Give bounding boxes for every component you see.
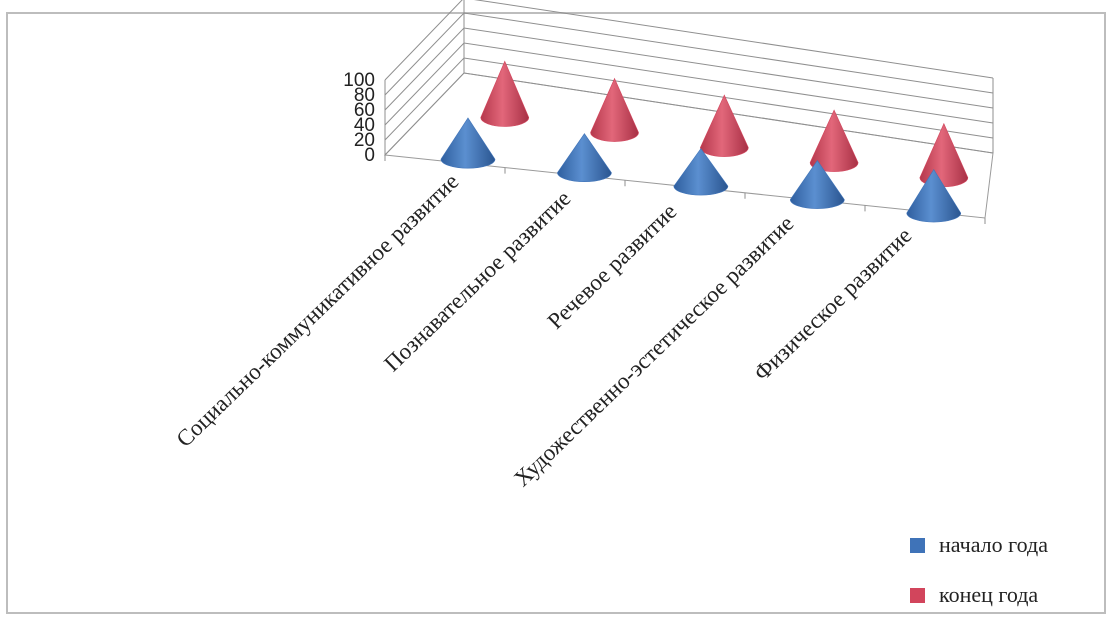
legend: начало года конец года	[910, 520, 1048, 620]
cone-end-year-4	[919, 122, 969, 187]
legend-label-series-0: начало года	[939, 532, 1048, 557]
gridline	[384, 42, 994, 126]
y-tick-label: 60	[354, 100, 375, 121]
legend-label-series-1: конец года	[939, 582, 1039, 607]
cone-end-year-2	[700, 94, 749, 157]
legend-item-series-1: конец года	[910, 570, 1048, 620]
y-tick-label: 40	[354, 115, 375, 136]
y-tick-label: 100	[343, 70, 375, 91]
legend-item-series-0: начало года	[910, 520, 1048, 570]
y-tick-label: 80	[354, 85, 375, 106]
category-label-2: Речевое развитие	[543, 199, 682, 334]
category-label-0: Социально-коммуникативное развитие	[171, 169, 463, 452]
gridline	[384, 57, 994, 141]
legend-swatch-series-1	[910, 587, 925, 603]
gridline	[384, 27, 994, 111]
gridline	[384, 12, 994, 96]
y-tick-label: 20	[354, 130, 375, 151]
y-tick-label: 0	[364, 145, 375, 166]
cone-start-year-3	[790, 160, 845, 209]
cone-end-year-3	[809, 109, 859, 172]
cone-start-year-1	[557, 133, 612, 182]
cone-end-year-1	[590, 77, 639, 142]
legend-swatch-series-0	[910, 537, 925, 553]
cone-start-year-2	[673, 148, 729, 196]
cone-end-year-0	[480, 60, 530, 127]
gridline	[384, 0, 994, 81]
category-label-3: Художественно-эстетическое развитие	[509, 211, 798, 492]
chart-marks	[440, 60, 969, 223]
chart-grid	[383, 0, 994, 224]
cone-start-year-4	[906, 168, 962, 223]
x-axis-categories: Социально-коммуникативное развитиеПознав…	[171, 169, 916, 492]
cone-start-year-0	[440, 117, 496, 169]
